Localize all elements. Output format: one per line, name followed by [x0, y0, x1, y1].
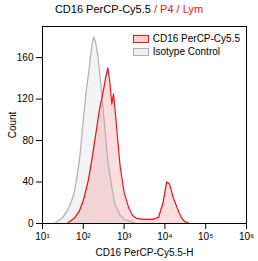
svg-text:0: 0: [28, 218, 34, 229]
svg-text:10³: 10³: [117, 231, 132, 242]
svg-text:80: 80: [22, 135, 34, 146]
svg-text:10²: 10²: [76, 231, 91, 242]
svg-text:120: 120: [17, 93, 34, 104]
html-text:CD16 PerCP-Cy5.5: CD16 PerCP-Cy5.5: [152, 33, 240, 44]
svg-text:Count: Count: [7, 111, 18, 138]
html-text:CD16 PerCP-Cy5.5 / P4 / Lym: CD16 PerCP-Cy5.5 / P4 / Lym: [54, 3, 204, 15]
svg-text:10⁶: 10⁶: [239, 231, 254, 242]
svg-text:10¹: 10¹: [35, 231, 50, 242]
html-text:Isotype Control: Isotype Control: [152, 46, 220, 57]
svg-text:10⁴: 10⁴: [157, 231, 172, 242]
svg-text:10⁵: 10⁵: [198, 231, 213, 242]
svg-text:160: 160: [17, 52, 34, 63]
svg-text:40: 40: [22, 176, 34, 187]
svg-text:CD16 PerCP-Cy5.5-H: CD16 PerCP-Cy5.5-H: [96, 247, 194, 258]
